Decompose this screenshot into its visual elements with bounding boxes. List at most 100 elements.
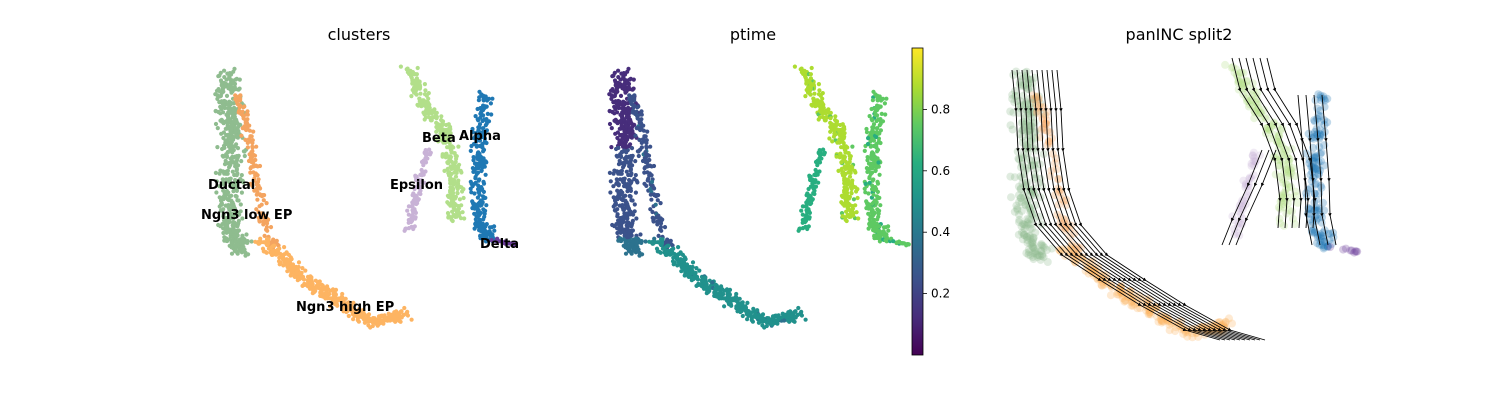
ptime-point — [875, 181, 881, 186]
cluster-point — [376, 314, 382, 319]
cluster-point — [222, 68, 227, 73]
ptime-point — [840, 201, 845, 206]
cluster-point — [232, 248, 237, 253]
ptime-point — [849, 184, 854, 189]
cluster-point — [407, 71, 412, 76]
cluster-point — [233, 97, 238, 102]
cluster-point — [237, 77, 242, 82]
cluster-point — [232, 233, 237, 239]
cluster-point — [323, 291, 328, 296]
stream-point — [1228, 63, 1237, 71]
cluster-point — [472, 136, 477, 141]
cluster-point — [341, 306, 346, 311]
ptime-point — [676, 245, 681, 250]
ptime-point — [622, 117, 627, 122]
ptime-point — [609, 93, 614, 98]
ptime-point — [700, 276, 705, 281]
cluster-point — [290, 262, 296, 267]
cluster-point — [286, 252, 291, 257]
ptime-point — [878, 230, 883, 235]
ptime-point — [870, 221, 875, 227]
cluster-point — [238, 202, 243, 207]
cluster-point — [214, 190, 219, 195]
ptime-point — [782, 313, 787, 318]
ptime-point — [824, 115, 829, 120]
ptime-point — [803, 317, 808, 322]
cluster-point — [228, 231, 233, 236]
ptime-point — [671, 255, 676, 260]
ptime-point — [727, 301, 732, 306]
cluster-point — [231, 144, 236, 149]
ptime-point — [801, 71, 806, 76]
ptime-point — [843, 166, 848, 171]
ptime-point — [627, 184, 632, 190]
cluster-point — [481, 113, 486, 118]
cluster-point — [430, 115, 435, 120]
ptime-point — [644, 145, 649, 150]
cluster-label-ngn3-low-ep: Ngn3 low EP — [201, 208, 292, 223]
cluster-point — [213, 108, 218, 114]
cluster-point — [414, 92, 419, 97]
ptime-point — [624, 169, 629, 174]
stream-point — [1026, 224, 1035, 233]
ptime-point — [648, 192, 653, 197]
cluster-point — [257, 163, 263, 169]
cluster-point — [224, 93, 230, 98]
cluster-point — [263, 240, 268, 245]
cluster-point — [441, 122, 446, 127]
ptime-point — [863, 181, 868, 186]
ptime-point — [775, 318, 780, 323]
ptime-point — [845, 204, 850, 209]
ptime-point — [874, 130, 880, 135]
ptime-point — [613, 83, 618, 88]
ptime-point — [870, 98, 876, 103]
ptime-point — [875, 217, 880, 222]
cluster-point — [233, 93, 238, 98]
ptime-point — [740, 313, 745, 319]
cluster-point — [258, 193, 263, 198]
cluster-point — [221, 180, 226, 185]
stream-point — [1228, 319, 1236, 328]
cluster-point — [395, 313, 400, 318]
cluster-point — [458, 168, 463, 173]
ptime-point — [727, 292, 733, 297]
cluster-point — [305, 284, 310, 289]
cluster-point — [220, 89, 225, 94]
ptime-point — [796, 305, 801, 311]
cluster-point — [414, 86, 419, 91]
cluster-point — [233, 164, 238, 169]
cluster-point — [414, 72, 419, 77]
ptime-point — [627, 178, 632, 183]
cluster-point — [240, 216, 245, 221]
ptime-point — [835, 122, 840, 127]
ptime-point — [799, 309, 804, 314]
cluster-point — [436, 139, 441, 144]
cluster-point — [451, 204, 456, 209]
ptime-point — [764, 323, 769, 329]
ptime-point — [882, 101, 888, 106]
cluster-point — [365, 315, 370, 320]
points-clusters — [213, 64, 517, 330]
cluster-point — [264, 221, 270, 226]
ptime-point — [868, 164, 874, 169]
cluster-point — [218, 111, 223, 116]
ptime-point — [627, 238, 632, 244]
cluster-point — [470, 199, 475, 204]
ptime-point — [868, 130, 873, 135]
ptime-point — [744, 311, 750, 316]
ptime-point — [753, 312, 758, 317]
cluster-point — [333, 301, 338, 306]
ptime-point — [629, 155, 634, 160]
colorbar-tick-label: 0.6 — [931, 164, 950, 178]
ptime-point — [813, 184, 819, 189]
cluster-point — [224, 112, 229, 117]
ptime-point — [879, 111, 884, 116]
ptime-point — [633, 190, 639, 195]
cluster-point — [234, 188, 239, 193]
ptime-point — [712, 290, 717, 295]
ptime-point — [617, 224, 622, 229]
cluster-point — [348, 307, 353, 312]
ptime-point — [870, 201, 875, 206]
cluster-point — [230, 223, 235, 228]
cluster-point — [231, 211, 236, 216]
